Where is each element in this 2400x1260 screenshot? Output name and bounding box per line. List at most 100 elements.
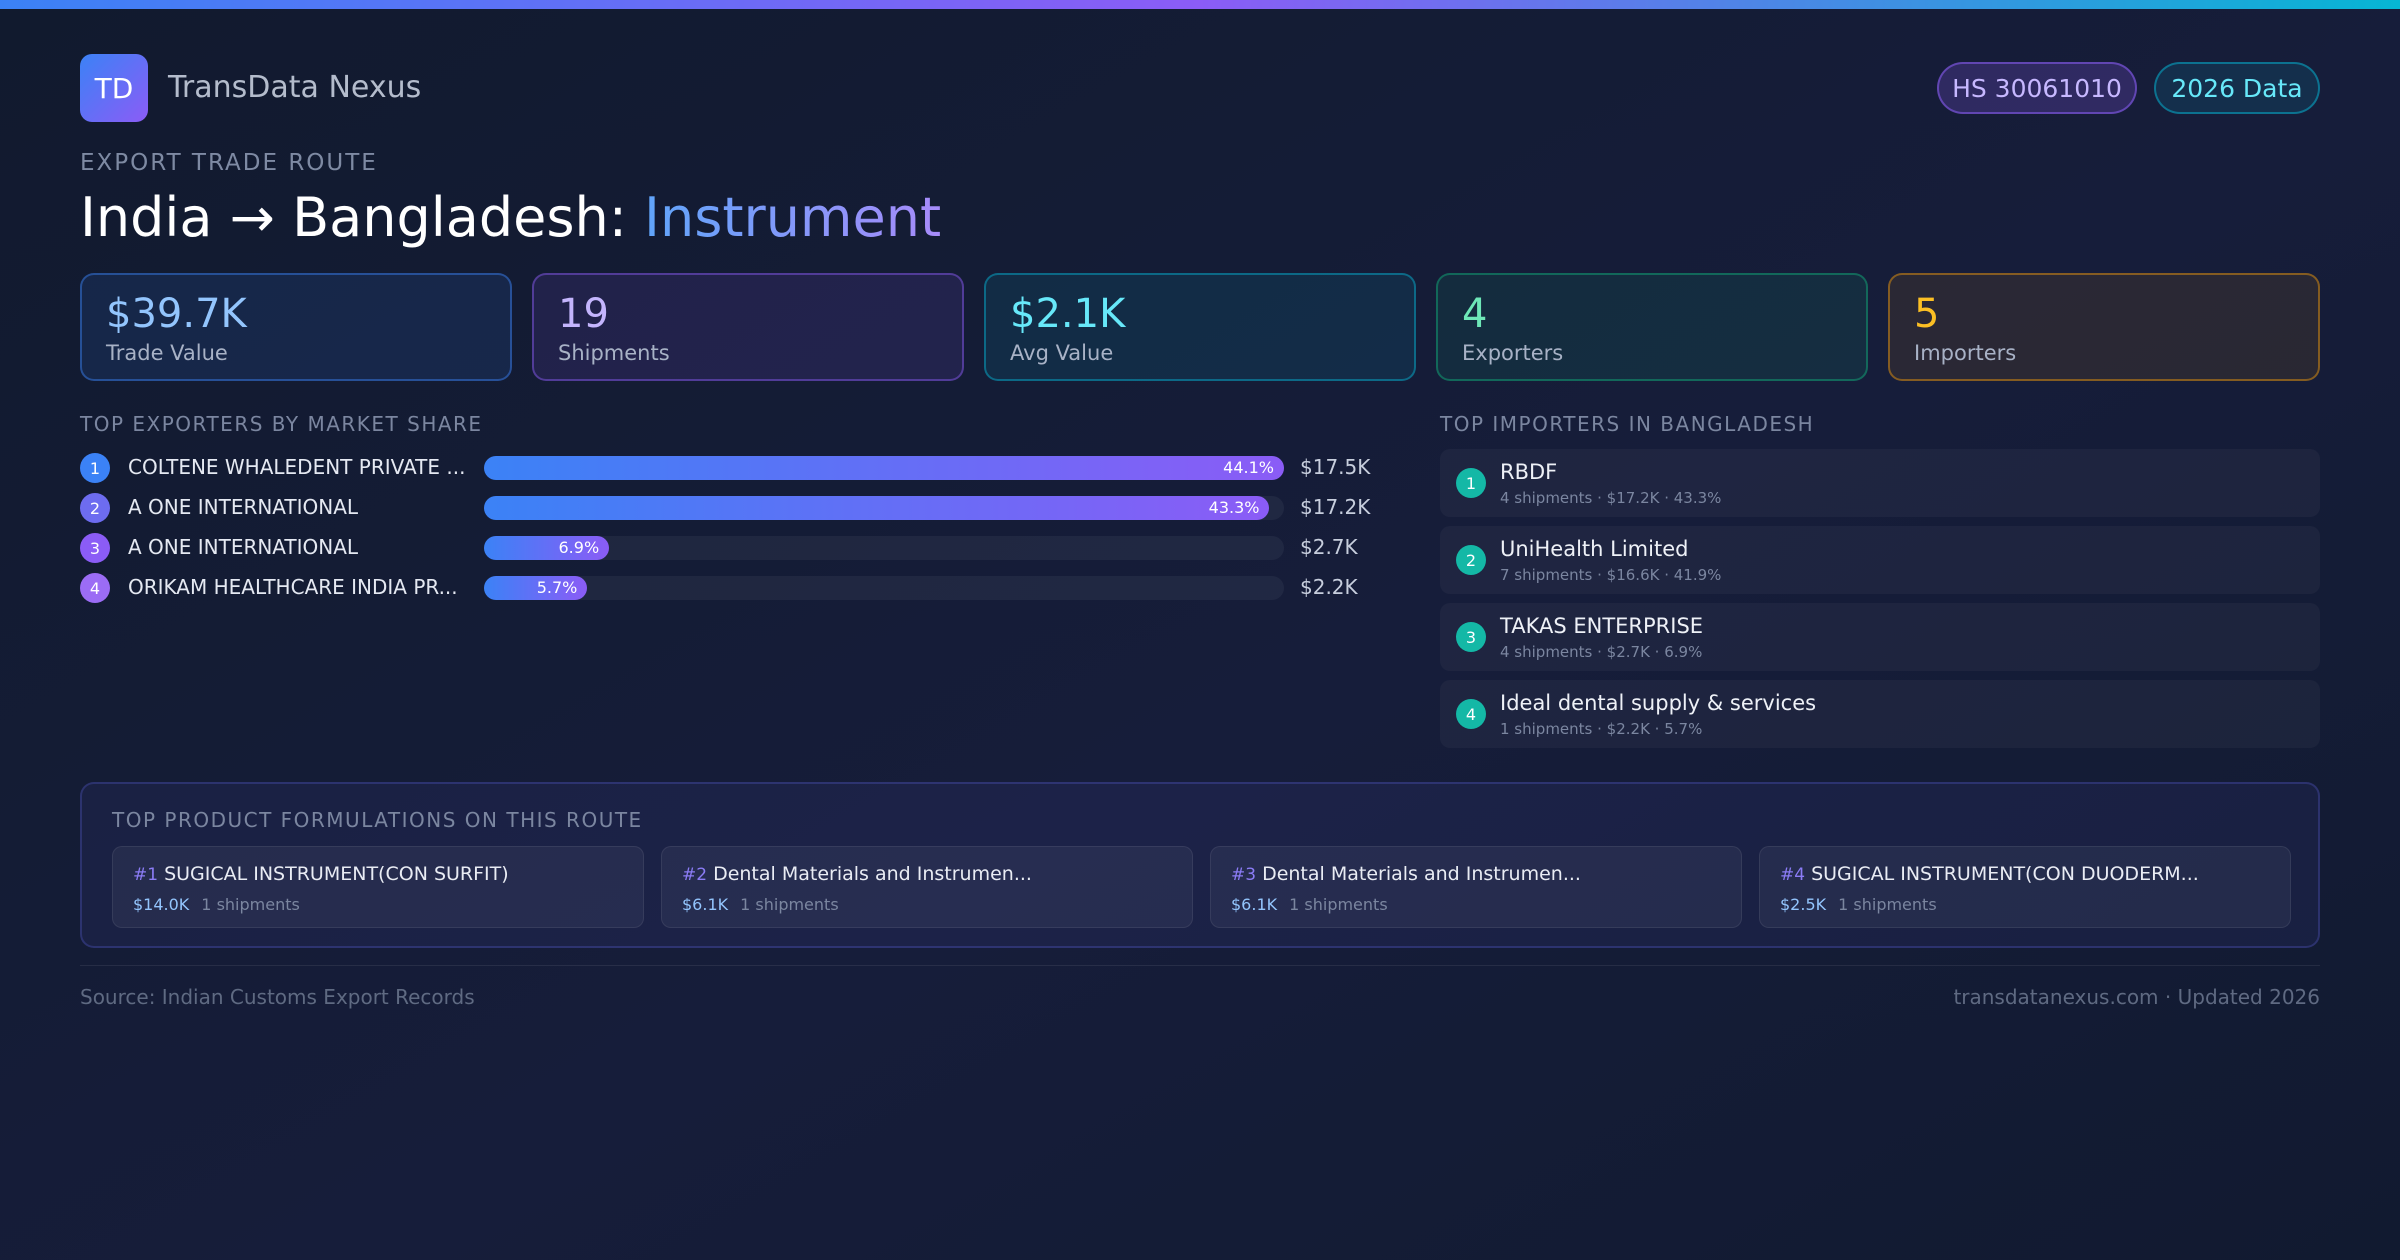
- importer-rank: 3: [1456, 622, 1486, 652]
- product-meta: $2.5K 1 shipments: [1780, 895, 1937, 914]
- stat-card-exporters: 4 Exporters: [1436, 273, 1868, 381]
- product-value: $6.1K: [682, 895, 729, 914]
- exporters-section-label: TOP EXPORTERS BY MARKET SHARE: [80, 412, 483, 436]
- product-shipments: 1 shipments: [1838, 895, 1937, 914]
- share-bar-track: 6.9%: [484, 536, 1284, 560]
- importer-meta: 4 shipments · $17.2K · 43.3%: [1500, 489, 1722, 507]
- exporter-value: $2.7K: [1300, 535, 1358, 559]
- exporter-row: 1 COLTENE WHALEDENT PRIVATE ... 44.1% $1…: [80, 448, 1380, 488]
- top-accent-bar: [0, 0, 2400, 9]
- product-card: #3 Dental Materials and Instrumen... $6.1…: [1210, 846, 1742, 928]
- site-link[interactable]: transdatanexus.com · Updated 2026: [1953, 985, 2320, 1009]
- title-accent: Instrument: [644, 186, 942, 249]
- exporter-row: 2 A ONE INTERNATIONAL 43.3% $17.2K: [80, 488, 1380, 528]
- importer-name: RBDF: [1500, 460, 1558, 484]
- stat-label: Avg Value: [1010, 341, 1114, 365]
- importer-name: Ideal dental supply & services: [1500, 691, 1817, 715]
- stat-label: Exporters: [1462, 341, 1564, 365]
- brand-name: TransData Nexus: [168, 70, 422, 105]
- footer-divider: [80, 965, 2320, 966]
- exporter-rank: 4: [80, 573, 110, 603]
- stat-value: 4: [1462, 291, 1488, 337]
- share-bar-fill: 6.9%: [484, 536, 610, 560]
- exporter-value: $17.2K: [1300, 495, 1371, 519]
- exporter-rank: 3: [80, 533, 110, 563]
- exporter-name: COLTENE WHALEDENT PRIVATE ...: [128, 455, 466, 479]
- stat-value: 19: [558, 291, 609, 337]
- stat-label: Trade Value: [106, 341, 228, 365]
- stat-value: $2.1K: [1010, 291, 1126, 337]
- share-percent: 44.1%: [1223, 458, 1274, 477]
- data-year-badge: 2026 Data: [2154, 62, 2320, 114]
- importer-rank: 4: [1456, 699, 1486, 729]
- product-rank: #2: [682, 865, 708, 885]
- product-card: #4 SUGICAL INSTRUMENT(CON DUODERM... $2.5…: [1759, 846, 2291, 928]
- product-value: $6.1K: [1231, 895, 1278, 914]
- source-note: Source: Indian Customs Export Records: [80, 985, 475, 1009]
- importer-name: UniHealth Limited: [1500, 537, 1689, 561]
- importer-name: TAKAS ENTERPRISE: [1500, 614, 1704, 638]
- exporters-list: 1 COLTENE WHALEDENT PRIVATE ... 44.1% $1…: [80, 448, 1380, 608]
- share-percent: 6.9%: [558, 538, 600, 557]
- importer-card: 4 Ideal dental supply & services 1 shipm…: [1440, 680, 2320, 748]
- exporter-name: A ONE INTERNATIONAL: [128, 495, 359, 519]
- importer-meta: 4 shipments · $2.7K · 6.9%: [1500, 643, 1703, 661]
- importer-rank: 2: [1456, 545, 1486, 575]
- share-bar-track: 44.1%: [484, 456, 1284, 480]
- stat-value: $39.7K: [106, 291, 247, 337]
- exporter-row: 3 A ONE INTERNATIONAL 6.9% $2.7K: [80, 528, 1380, 568]
- share-percent: 5.7%: [536, 578, 578, 597]
- product-value: $14.0K: [133, 895, 190, 914]
- logo: TD: [80, 54, 148, 122]
- importer-meta: 1 shipments · $2.2K · 5.7%: [1500, 720, 1703, 738]
- product-title: #2 Dental Materials and Instrumen...: [682, 863, 1032, 885]
- header: TD TransData Nexus HS 30061010 2026 Data: [80, 54, 2320, 122]
- hs-code-badge: HS 30061010: [1937, 62, 2137, 114]
- share-bar-track: 5.7%: [484, 576, 1284, 600]
- product-shipments: 1 shipments: [740, 895, 839, 914]
- product-name: SUGICAL INSTRUMENT(CON DUODERM...: [1811, 863, 2199, 885]
- page-title: India → Bangladesh: Instrument: [80, 186, 941, 249]
- stat-value: 5: [1914, 291, 1940, 337]
- product-meta: $14.0K 1 shipments: [133, 895, 300, 914]
- products-section-label: TOP PRODUCT FORMULATIONS ON THIS ROUTE: [112, 808, 643, 832]
- importers-section-label: TOP IMPORTERS IN BANGLADESH: [1440, 412, 1815, 436]
- share-bar-fill: 5.7%: [484, 576, 588, 600]
- exporter-row: 4 ORIKAM HEALTHCARE INDIA PR... 5.7% $2.…: [80, 568, 1380, 608]
- product-meta: $6.1K 1 shipments: [1231, 895, 1388, 914]
- product-title: #4 SUGICAL INSTRUMENT(CON DUODERM...: [1780, 863, 2199, 885]
- product-card: #1 SUGICAL INSTRUMENT(CON SURFIT) $14.0K 1…: [112, 846, 644, 928]
- exporter-rank: 2: [80, 493, 110, 523]
- share-bar-fill: 44.1%: [484, 456, 1284, 480]
- product-rank: #4: [1780, 865, 1806, 885]
- importers-list: 1 RBDF 4 shipments · $17.2K · 43.3% 2 Un…: [1440, 449, 2320, 757]
- title-main: India → Bangladesh:: [80, 186, 645, 249]
- exporter-name: ORIKAM HEALTHCARE INDIA PR...: [128, 575, 458, 599]
- route-eyebrow: EXPORT TRADE ROUTE: [80, 150, 378, 176]
- product-shipments: 1 shipments: [201, 895, 300, 914]
- stats-row: $39.7K Trade Value 19 Shipments $2.1K Av…: [80, 273, 2320, 381]
- exporter-value: $17.5K: [1300, 455, 1371, 479]
- product-title: #1 SUGICAL INSTRUMENT(CON SURFIT): [133, 863, 509, 885]
- importer-card: 2 UniHealth Limited 7 shipments · $16.6K…: [1440, 526, 2320, 594]
- importer-card: 1 RBDF 4 shipments · $17.2K · 43.3%: [1440, 449, 2320, 517]
- stat-label: Shipments: [558, 341, 670, 365]
- products-panel: TOP PRODUCT FORMULATIONS ON THIS ROUTE #…: [80, 782, 2320, 948]
- stat-card-avg-value: $2.1K Avg Value: [984, 273, 1416, 381]
- importer-meta: 7 shipments · $16.6K · 41.9%: [1500, 566, 1722, 584]
- importer-rank: 1: [1456, 468, 1486, 498]
- product-title: #3 Dental Materials and Instrumen...: [1231, 863, 1581, 885]
- product-shipments: 1 shipments: [1289, 895, 1388, 914]
- share-percent: 43.3%: [1208, 498, 1260, 517]
- product-name: Dental Materials and Instrumen...: [713, 863, 1032, 885]
- exporter-name: A ONE INTERNATIONAL: [128, 535, 359, 559]
- stat-card-importers: 5 Importers: [1888, 273, 2320, 381]
- stat-card-shipments: 19 Shipments: [532, 273, 964, 381]
- exporter-rank: 1: [80, 453, 110, 483]
- product-rank: #1: [133, 865, 159, 885]
- importer-card: 3 TAKAS ENTERPRISE 4 shipments · $2.7K ·…: [1440, 603, 2320, 671]
- product-name: SUGICAL INSTRUMENT(CON SURFIT): [164, 863, 509, 885]
- product-meta: $6.1K 1 shipments: [682, 895, 839, 914]
- stat-label: Importers: [1914, 341, 2017, 365]
- product-value: $2.5K: [1780, 895, 1827, 914]
